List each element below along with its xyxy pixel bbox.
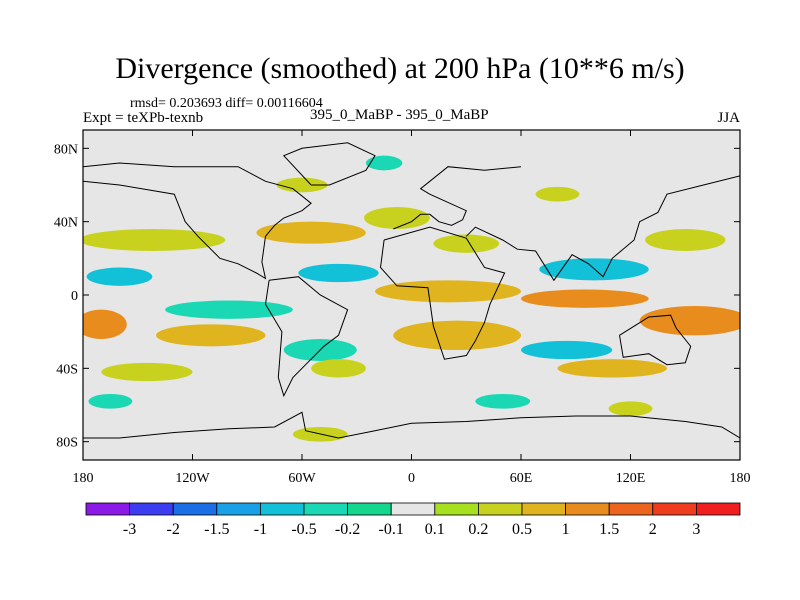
rmsd-diff-stats: rmsd= 0.203693 diff= 0.00116604 [130, 96, 323, 111]
colorbar-swatch-2 [172, 502, 218, 516]
coastline-europe [393, 166, 522, 230]
colorbar-label: -2 [167, 521, 180, 538]
divergence-contour-8 [375, 280, 521, 303]
colorbar-swatch-7 [390, 502, 436, 516]
coastline-asia [465, 175, 740, 282]
divergence-contour-24 [276, 177, 328, 193]
colorbar-label: 1.5 [599, 521, 619, 538]
chart-title: Divergence (smoothed) at 200 hPa (10**6 … [115, 52, 685, 85]
y-tick-label: 0 [71, 289, 78, 304]
colorbar-swatch-5 [303, 502, 348, 516]
colorbar-label: 3 [692, 521, 700, 538]
colorbar-swatch-13 [652, 502, 697, 516]
divergence-contour-9 [521, 289, 649, 308]
colorbar-label: -0.1 [379, 521, 404, 538]
coastline-south-america [264, 276, 349, 398]
colorbar-swatch-1 [129, 502, 174, 516]
y-tick-label: 40S [56, 362, 78, 377]
colorbar-label: -0.2 [335, 521, 360, 538]
x-tick-label: 60W [288, 471, 316, 486]
colorbar-swatch-11 [565, 502, 610, 516]
divergence-contour-18 [557, 359, 667, 378]
divergence-contour-26 [535, 186, 580, 202]
colorbar-swatch-12 [608, 502, 654, 516]
colorbar-label: 2 [649, 521, 657, 538]
divergence-contour-16 [521, 340, 613, 360]
colorbar-swatch-4 [259, 502, 305, 516]
divergence-contour-10 [83, 309, 127, 339]
x-tick-label: 60E [510, 471, 533, 486]
divergence-contour-3 [433, 234, 500, 253]
divergence-contour-14 [165, 300, 293, 319]
divergence-contour-13 [393, 320, 521, 351]
divergence-contour-1 [256, 221, 366, 244]
divergence-contour-20 [88, 394, 133, 409]
colorbar-label: -1 [254, 521, 267, 538]
divergence-contour-25 [365, 155, 403, 171]
colorbar-label: -0.5 [291, 521, 316, 538]
colorbar-label: 0.2 [468, 521, 488, 538]
coastline-africa [379, 226, 506, 360]
colorbar-label: -3 [123, 521, 136, 538]
x-tick-label: 0 [408, 471, 415, 486]
colorbar-swatch-0 [85, 502, 130, 516]
case-comparison-label: 395_0_MaBP - 395_0_MaBP [310, 107, 489, 123]
divergence-contour-17 [101, 362, 193, 382]
x-tick-label: 120E [616, 471, 646, 486]
y-tick-label: 40N [54, 216, 78, 231]
divergence-contour-5 [86, 267, 153, 286]
colorbar-label: 0.5 [512, 521, 532, 538]
colorbar-swatch-6 [347, 502, 392, 516]
season-label: JJA [717, 110, 740, 126]
x-tick-label: 180 [73, 471, 94, 486]
colorbar-swatch-8 [434, 502, 479, 516]
coastline-australia [619, 314, 692, 366]
divergence-contour-11 [639, 306, 740, 336]
coastline-north-america [83, 162, 312, 280]
colorbar-swatch-3 [216, 502, 261, 516]
divergence-contour-4 [645, 229, 726, 251]
divergence-contour-2 [364, 207, 430, 229]
colorbar-swatch-9 [477, 502, 523, 516]
coastline-greenland [282, 142, 376, 186]
divergence-contour-12 [156, 324, 266, 347]
divergence-contour-6 [298, 263, 379, 283]
divergence-contour-21 [475, 394, 531, 409]
divergence-contour-19 [311, 359, 366, 378]
y-tick-label: 80N [54, 142, 78, 157]
divergence-contour-7 [539, 258, 649, 281]
colorbar-label: 1 [562, 521, 570, 538]
colorbar-swatch-10 [521, 502, 566, 516]
divergence-contour-23 [608, 401, 653, 416]
divergence-contour-0 [83, 229, 226, 251]
y-tick-label: 80S [56, 436, 78, 451]
coastline-antarctica [83, 411, 740, 439]
experiment-label: Expt = teXPb-texnb [83, 110, 204, 126]
colorbar-label: 0.1 [425, 521, 445, 538]
x-tick-label: 120W [175, 471, 210, 486]
colorbar-label: -1.5 [204, 521, 229, 538]
x-tick-label: 180 [730, 471, 751, 486]
colorbar-swatch-14 [696, 502, 741, 516]
